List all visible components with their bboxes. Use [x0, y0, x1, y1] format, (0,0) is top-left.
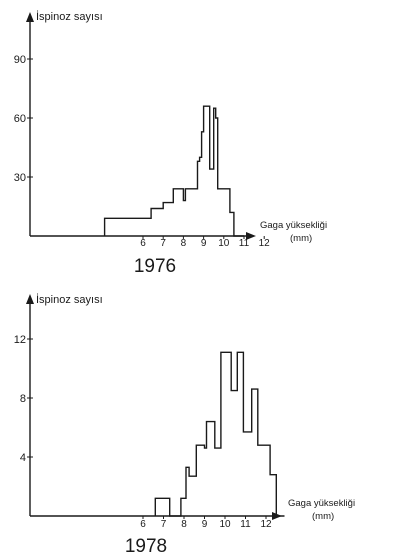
- x-tick-label: 9: [202, 519, 208, 530]
- chart-1976: İspinoz sayısı Gaga yüksekliği (mm) 30 60 90 6…: [14, 10, 327, 277]
- y-tick-label: 8: [20, 393, 26, 405]
- chart-1978: İspinoz sayısı Gaga yüksekliği (mm) 4 8 12 6 7 8…: [14, 293, 355, 557]
- y-tick-label: 12: [14, 334, 26, 346]
- y-axis-label: İspinoz sayısı: [36, 293, 103, 306]
- y-tick-label: 30: [14, 172, 26, 184]
- x-tick-label: 8: [181, 519, 187, 530]
- x-tick-label: 8: [181, 238, 187, 249]
- y-axis-arrow: [26, 294, 34, 304]
- chart-title: 1976: [134, 256, 176, 277]
- x-axis-arrow: [246, 232, 256, 240]
- y-tick-label: 4: [20, 452, 26, 464]
- x-axis-unit: (mm): [312, 511, 334, 522]
- x-tick-label: 11: [239, 238, 250, 249]
- x-tick-label: 12: [260, 519, 272, 530]
- x-axis-unit: (mm): [290, 233, 312, 244]
- y-axis-arrow: [26, 12, 34, 22]
- x-tick-label: 10: [219, 519, 231, 530]
- x-axis-label: Gaga yüksekliği: [288, 498, 355, 509]
- x-tick-label: 9: [201, 238, 207, 249]
- x-tick-label: 12: [259, 238, 271, 249]
- chart-title: 1978: [125, 536, 167, 557]
- x-tick-label: 7: [161, 519, 167, 530]
- histogram-outline: [103, 105, 244, 237]
- y-axis-label: İspinoz sayısı: [36, 10, 103, 23]
- x-tick-label: 6: [140, 519, 146, 530]
- x-tick-label: 11: [240, 519, 251, 530]
- y-tick-label: 90: [14, 54, 26, 66]
- histogram-outline: [154, 351, 285, 517]
- x-tick-label: 7: [160, 238, 166, 249]
- y-tick-label: 60: [14, 113, 26, 125]
- x-tick-label: 10: [218, 238, 230, 249]
- x-tick-label: 6: [140, 238, 146, 249]
- x-axis-label: Gaga yüksekliği: [260, 220, 327, 231]
